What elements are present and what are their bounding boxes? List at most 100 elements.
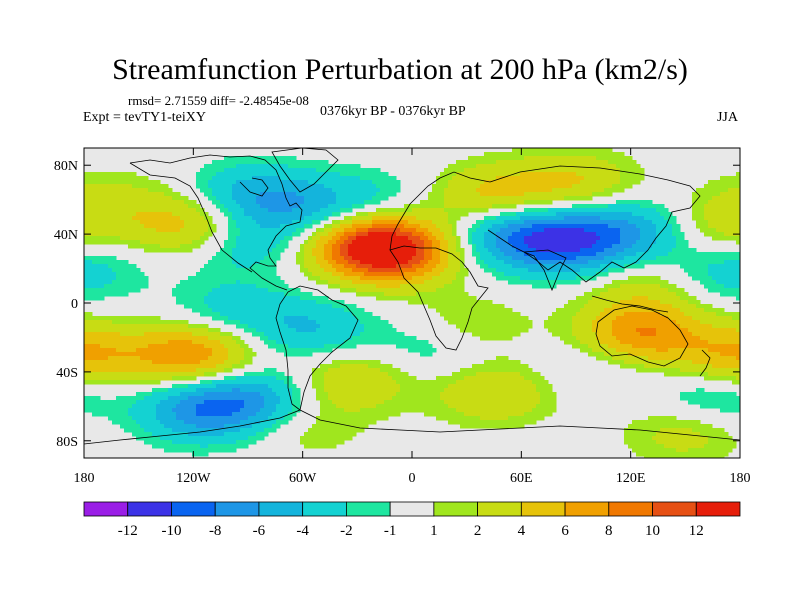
field-cell xyxy=(580,216,585,221)
field-cell xyxy=(308,212,313,217)
field-cell xyxy=(112,196,117,201)
field-cell xyxy=(720,308,725,313)
field-cell xyxy=(236,160,241,165)
field-cell xyxy=(220,164,225,169)
field-cell xyxy=(176,208,181,213)
field-cell xyxy=(428,292,433,297)
field-cell xyxy=(636,284,641,289)
field-cell xyxy=(556,308,561,313)
field-cell xyxy=(324,168,329,173)
field-cell xyxy=(584,152,589,157)
field-cell xyxy=(720,188,725,193)
field-cell xyxy=(480,188,485,193)
field-cell xyxy=(192,292,197,297)
field-cell xyxy=(320,216,325,221)
field-cell xyxy=(664,284,669,289)
field-cell xyxy=(84,292,89,297)
field-cell xyxy=(120,236,125,241)
field-cell xyxy=(424,216,429,221)
field-cell xyxy=(680,252,685,257)
field-cell xyxy=(428,244,433,249)
field-cell xyxy=(488,316,493,321)
field-cell xyxy=(356,280,361,285)
field-cell xyxy=(644,292,649,297)
field-cell xyxy=(524,260,529,265)
field-cell xyxy=(580,300,585,305)
field-cell xyxy=(292,220,297,225)
field-cell xyxy=(628,172,633,177)
field-cell xyxy=(580,164,585,169)
field-cell xyxy=(588,256,593,261)
field-cell xyxy=(492,184,497,189)
field-cell xyxy=(512,316,517,321)
field-cell xyxy=(504,192,509,197)
field-cell xyxy=(588,236,593,241)
field-cell xyxy=(484,260,489,265)
field-cell xyxy=(588,192,593,197)
field-cell xyxy=(356,224,361,229)
field-cell xyxy=(708,308,713,313)
field-cell xyxy=(720,236,725,241)
field-cell xyxy=(324,304,329,309)
field-cell xyxy=(88,204,93,209)
field-cell xyxy=(304,216,309,221)
field-cell xyxy=(220,296,225,301)
field-cell xyxy=(728,196,733,201)
field-cell xyxy=(224,276,229,281)
field-cell xyxy=(496,188,501,193)
field-cell xyxy=(136,240,141,245)
field-cell xyxy=(632,280,637,285)
field-cell xyxy=(572,268,577,273)
field-cell xyxy=(496,220,501,225)
field-cell xyxy=(240,188,245,193)
field-cell xyxy=(412,300,417,305)
field-cell xyxy=(96,180,101,185)
field-cell xyxy=(528,184,533,189)
field-cell xyxy=(184,220,189,225)
field-cell xyxy=(228,292,233,297)
field-cell xyxy=(512,248,517,253)
field-cell xyxy=(416,240,421,245)
field-cell xyxy=(188,244,193,249)
field-cell xyxy=(564,216,569,221)
field-cell xyxy=(536,176,541,181)
field-cell xyxy=(392,252,397,257)
field-cell xyxy=(456,304,461,309)
field-cell xyxy=(208,308,213,313)
field-cell xyxy=(648,260,653,265)
field-cell xyxy=(628,160,633,165)
field-cell xyxy=(248,224,253,229)
field-cell xyxy=(584,240,589,245)
field-cell xyxy=(500,168,505,173)
field-cell xyxy=(432,272,437,277)
field-cell xyxy=(548,152,553,157)
field-cell xyxy=(636,248,641,253)
field-cell xyxy=(716,268,721,273)
field-cell xyxy=(676,240,681,245)
field-cell xyxy=(672,300,677,305)
field-cell xyxy=(228,236,233,241)
field-cell xyxy=(580,152,585,157)
field-cell xyxy=(132,236,137,241)
field-cell xyxy=(284,200,289,205)
field-cell xyxy=(260,180,265,185)
field-cell xyxy=(252,224,257,229)
field-cell xyxy=(340,256,345,261)
field-cell xyxy=(700,312,705,317)
field-cell xyxy=(572,192,577,197)
field-cell xyxy=(240,172,245,177)
field-cell xyxy=(100,204,105,209)
field-cell xyxy=(312,256,317,261)
field-cell xyxy=(408,264,413,269)
field-cell xyxy=(296,180,301,185)
field-cell xyxy=(316,204,321,209)
field-cell xyxy=(188,304,193,309)
field-cell xyxy=(504,248,509,253)
field-cell xyxy=(236,192,241,197)
field-cell xyxy=(548,276,553,281)
field-cell xyxy=(536,264,541,269)
field-cell xyxy=(432,204,437,209)
field-cell xyxy=(700,252,705,257)
field-cell xyxy=(612,208,617,213)
field-cell xyxy=(376,252,381,257)
